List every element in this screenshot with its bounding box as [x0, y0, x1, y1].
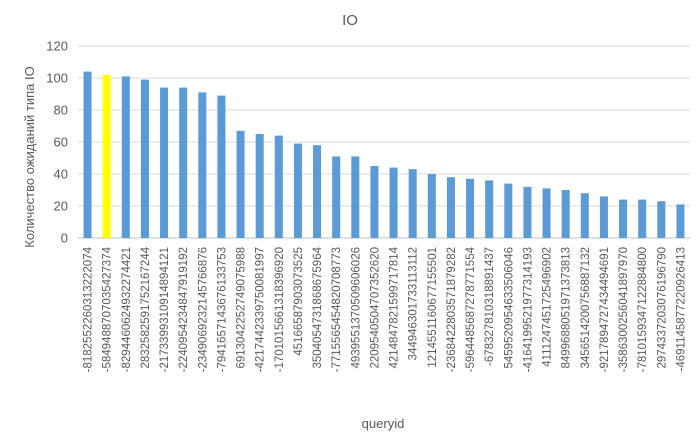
x-tick-label: 3504054731868675964: [312, 246, 324, 368]
bar: [198, 92, 207, 239]
bar: [351, 156, 360, 238]
bar: [217, 95, 226, 238]
x-tick-label: -2368422803571879282: [446, 247, 458, 372]
bars: [83, 71, 685, 239]
bar: [676, 204, 685, 238]
x-tick-label: 1214551160677155501: [427, 247, 439, 368]
y-tick-label: 60: [54, 135, 68, 150]
bar-highlighted: [102, 74, 111, 238]
x-axis-label: queryid: [362, 416, 405, 431]
x-tick-label: 5459520954633506046: [503, 247, 515, 369]
x-tick-label: -8182552260313222074: [83, 246, 95, 372]
x-tick-label: 4111247451725496902: [542, 247, 554, 367]
x-tick-label: 6913042252749075988: [236, 247, 248, 369]
x-tick-label: -5964485687278771554: [465, 246, 477, 372]
x-tick-label: -4691145877220926413: [675, 247, 687, 372]
x-tick-label: -1701015661318396920: [274, 247, 286, 372]
x-tick-label: -2349069232145766876: [197, 247, 209, 372]
bar: [523, 186, 532, 238]
x-tick-label: 4214847821599717814: [389, 246, 401, 368]
x-tick-label: -7715565454820708773: [331, 247, 343, 372]
bar: [274, 135, 283, 238]
x-tick-label: -678327810318891437: [484, 247, 496, 366]
y-tick-label: 40: [54, 167, 68, 182]
bar: [542, 188, 551, 238]
bar: [638, 199, 647, 238]
bar: [389, 167, 398, 238]
bar: [485, 180, 494, 238]
bar: [160, 87, 169, 238]
x-tick-label: -4164199521977314193: [522, 247, 534, 372]
y-tick-label: 20: [54, 199, 68, 214]
bar: [255, 134, 264, 238]
x-tick-label: -3586300256041897970: [618, 247, 630, 372]
bar: [657, 201, 666, 238]
x-tick-label: -2240954234847919192: [178, 247, 190, 372]
bar: [427, 174, 436, 238]
bar: [370, 166, 379, 238]
bar: [236, 130, 245, 238]
bar: [408, 169, 417, 238]
x-tick-label: 4939551370509606026: [350, 247, 362, 369]
bar: [561, 190, 570, 238]
x-tick-label: -9217894727434494691: [599, 247, 611, 372]
bar: [121, 76, 130, 239]
y-axis-label: Количество ожиданий типа IO: [22, 66, 37, 247]
y-tick-label: 80: [54, 103, 68, 118]
x-tick-label: -2173399310914894121: [159, 247, 171, 372]
bar: [293, 143, 302, 238]
y-tick-label: 120: [46, 39, 68, 54]
bar: [332, 156, 341, 238]
bar: [83, 71, 92, 238]
gridlines: [78, 45, 690, 239]
x-tick-label: 3456514200756887132: [580, 247, 592, 369]
x-tick-label: 4516658790307352​5: [293, 247, 305, 356]
bar: [179, 87, 188, 238]
bar: [619, 199, 628, 238]
bar: [313, 145, 322, 238]
x-tick-label: 2209540504707352620: [369, 247, 381, 369]
bar: [504, 183, 513, 238]
x-tick-label: 2974337203076196790: [656, 247, 668, 369]
bar: [599, 196, 608, 238]
y-tick-label: 0: [61, 231, 68, 246]
x-tick-label: -7810159347122884800: [637, 247, 649, 372]
x-tick-label: 2832582591752167244: [140, 246, 152, 368]
bar: [140, 79, 149, 238]
x-tick-label: -7941657143676133753: [216, 247, 228, 372]
bar: [446, 177, 455, 238]
x-tick-label: 8499688051971373813: [561, 247, 573, 369]
x-axis-ticks: -8182552260313222074 -5849488707035427374…: [83, 246, 688, 372]
x-tick-label: 3449463017331131​12: [408, 247, 420, 360]
y-axis-ticks: 0 20 40 60 80 100 120: [46, 39, 68, 246]
chart-title: IO: [342, 12, 358, 29]
bar: [466, 178, 475, 238]
bar: [580, 193, 589, 238]
y-tick-label: 100: [46, 71, 68, 86]
x-tick-label: -5849488707035427374: [102, 246, 114, 372]
x-tick-label: -4217442339750081997: [255, 247, 267, 372]
x-tick-label: -8294460624932274421: [121, 247, 133, 372]
